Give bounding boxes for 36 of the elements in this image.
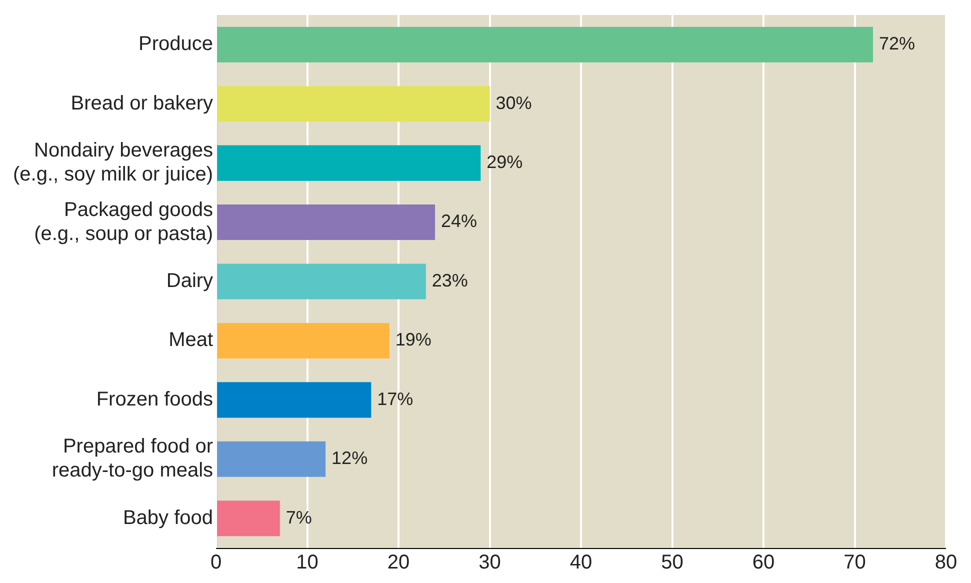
data-label: 12%	[332, 448, 368, 468]
y-tick-label: Meat	[168, 329, 214, 352]
y-tick-label: Nondairy beverages (e.g., soy milk or juice)	[12, 140, 214, 186]
x-tick-label: 0	[210, 552, 222, 574]
x-tick-label: 30	[478, 552, 501, 574]
x-tick-label: 40	[570, 552, 592, 574]
x-tick-label: 70	[844, 552, 866, 574]
x-tick-label: 10	[296, 552, 318, 574]
bar	[217, 204, 436, 240]
bar	[217, 26, 874, 62]
y-tick-label: Prepared food or ready-to-go meals	[52, 436, 214, 482]
x-tick-label: 60	[752, 552, 775, 574]
data-label: 17%	[377, 388, 414, 409]
y-tick-label: Dairy	[166, 270, 214, 292]
x-tick-label: 80	[934, 552, 958, 574]
bar	[217, 264, 426, 300]
y-tick-label: Bread or bakery	[70, 92, 214, 114]
bar	[217, 382, 372, 418]
data-label: 72%	[879, 34, 916, 54]
data-label: 29%	[486, 152, 523, 172]
x-tick-label: 20	[387, 552, 410, 574]
y-tick-label: Baby food	[122, 506, 214, 529]
bar	[217, 441, 326, 477]
bar	[217, 86, 490, 122]
bar	[217, 500, 280, 536]
bar	[217, 322, 390, 358]
y-tick-label: Packaged goods (e.g., soup or pasta)	[34, 198, 214, 245]
data-label: 23%	[432, 270, 468, 290]
bar	[217, 145, 481, 181]
x-tick-label: 50	[661, 552, 684, 574]
data-label: 24%	[441, 211, 478, 232]
data-label: 30%	[496, 92, 532, 113]
y-tick-label: Frozen foods	[96, 388, 214, 410]
y-tick-label: Produce	[138, 33, 214, 56]
data-label: 19%	[395, 330, 432, 350]
data-label: 7%	[286, 507, 312, 528]
